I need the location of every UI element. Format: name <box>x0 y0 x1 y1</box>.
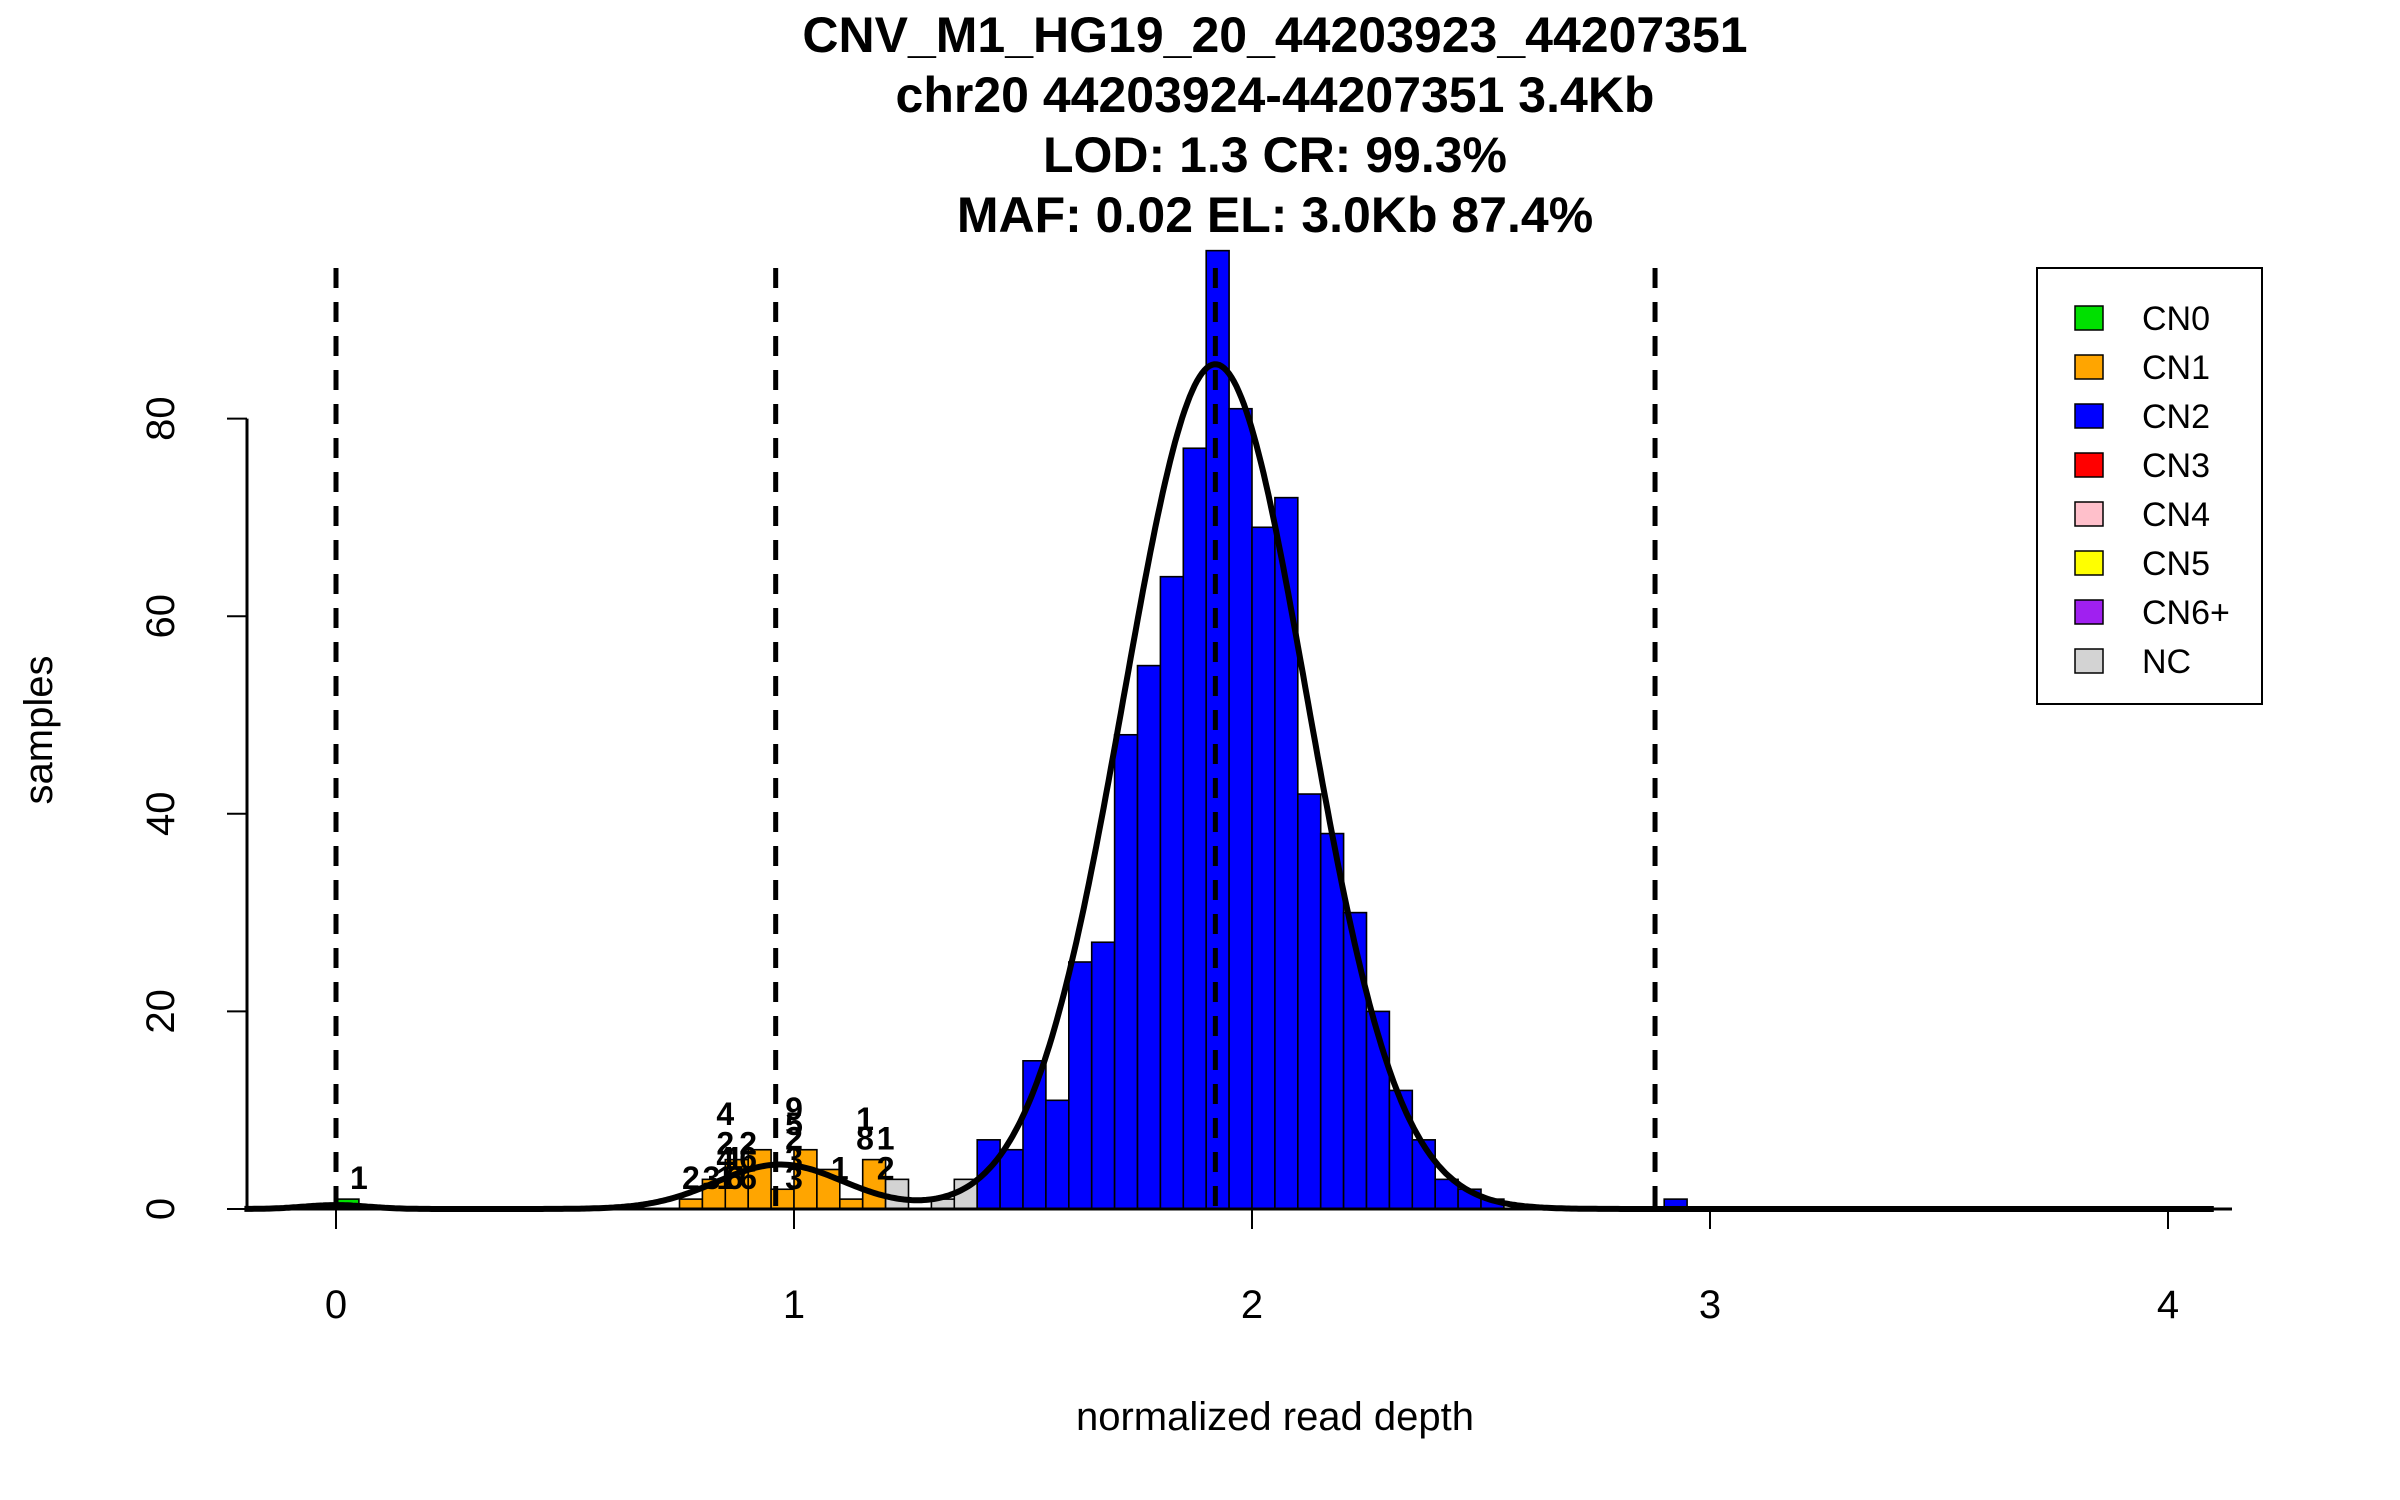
legend-swatch <box>2074 305 2104 331</box>
histogram-bar-cn2 <box>999 1148 1024 1210</box>
bin-count-label: 2 <box>739 1126 757 1162</box>
histogram-bar-cn2 <box>1251 526 1276 1210</box>
histogram-bars <box>244 249 2086 1210</box>
chart-title: CNV_M1_HG19_20_44203923_44207351 chr20 4… <box>802 7 1747 243</box>
histogram-bar-cn2 <box>1228 407 1253 1210</box>
histogram-bar-cn2 <box>1274 496 1299 1210</box>
bin-count-label: 1 <box>350 1160 368 1196</box>
histogram-bar-cn2 <box>1136 664 1162 1210</box>
histogram-bar-cn2 <box>1182 447 1208 1210</box>
cn-boundary-lines <box>333 268 1658 1209</box>
legend-label: CN3 <box>2142 447 2210 485</box>
histogram-bar-cn2 <box>1045 1099 1070 1210</box>
title-line-1: CNV_M1_HG19_20_44203923_44207351 <box>802 7 1747 63</box>
histogram-bar-cn2 <box>1388 1089 1414 1210</box>
legend: CN0 CN1 CN2 CN3 CN4 CN5 CN6+ NC <box>2036 267 2263 705</box>
bin-count-label: 2 <box>877 1150 895 1186</box>
histogram-bar-cn2 <box>1113 733 1139 1210</box>
legend-label: NC <box>2142 643 2191 681</box>
x-tick-label: 4 <box>2157 1283 2179 1327</box>
bin-count-label: 8 <box>856 1121 874 1157</box>
y-tick-label: 0 <box>139 1198 183 1220</box>
legend-swatch <box>2074 354 2104 380</box>
y-tick-label: 20 <box>139 989 183 1034</box>
bin-count-label: 5 <box>785 1106 803 1142</box>
x-axis-label: normalized read depth <box>1076 1395 1474 1439</box>
histogram-bar-cn2 <box>1068 961 1093 1210</box>
legend-label: CN0 <box>2142 300 2210 338</box>
bin-count-label: 2 <box>682 1160 700 1196</box>
bin-count-label: 4 <box>716 1140 734 1176</box>
title-line-3: LOD: 1.3 CR: 99.3% <box>1043 127 1507 183</box>
histogram-bar-cn2 <box>1159 575 1185 1210</box>
y-axis: 0 20 40 60 80 <box>139 396 249 1220</box>
legend-swatch <box>2074 550 2104 576</box>
bin-count-label: 1 <box>877 1121 895 1157</box>
legend-swatch <box>2074 648 2104 674</box>
y-tick-label: 80 <box>139 396 183 441</box>
bin-count-label: 1 <box>856 1101 874 1137</box>
x-tick-label: 3 <box>1699 1283 1721 1327</box>
y-axis-label: samples <box>17 656 61 805</box>
legend-swatch <box>2074 403 2104 429</box>
histogram-bar-cn2 <box>1090 941 1116 1210</box>
legend-label: CN4 <box>2142 496 2210 534</box>
bin-count-label: 2 <box>785 1121 803 1157</box>
x-tick-label: 1 <box>783 1283 805 1327</box>
y-tick-label: 40 <box>139 792 183 837</box>
bin-count-label: 1 <box>726 1140 744 1176</box>
legend-label: CN2 <box>2142 398 2210 436</box>
legend-swatch <box>2074 452 2104 478</box>
bin-count-label: 9 <box>785 1091 803 1127</box>
x-axis: 0 1 2 3 4 <box>247 1207 2232 1327</box>
legend-swatch <box>2074 501 2104 527</box>
legend-label: CN5 <box>2142 545 2210 583</box>
legend-swatch <box>2074 599 2104 625</box>
histogram-bar-cn2 <box>1297 793 1322 1210</box>
legend-box <box>2036 267 2263 705</box>
bin-count-label: 6 <box>726 1160 744 1196</box>
bin-count-label: 4 <box>716 1096 734 1132</box>
legend-label: CN6+ <box>2142 594 2230 632</box>
y-tick-label: 60 <box>139 594 183 639</box>
bin-count-label: 2 <box>716 1126 734 1162</box>
title-line-2: chr20 44203924-44207351 3.4Kb <box>896 67 1655 123</box>
legend-label: CN1 <box>2142 349 2210 387</box>
x-tick-label: 2 <box>1241 1283 1263 1327</box>
x-tick-label: 0 <box>325 1283 347 1327</box>
title-line-4: MAF: 0.02 EL: 3.0Kb 87.4% <box>957 187 1593 243</box>
